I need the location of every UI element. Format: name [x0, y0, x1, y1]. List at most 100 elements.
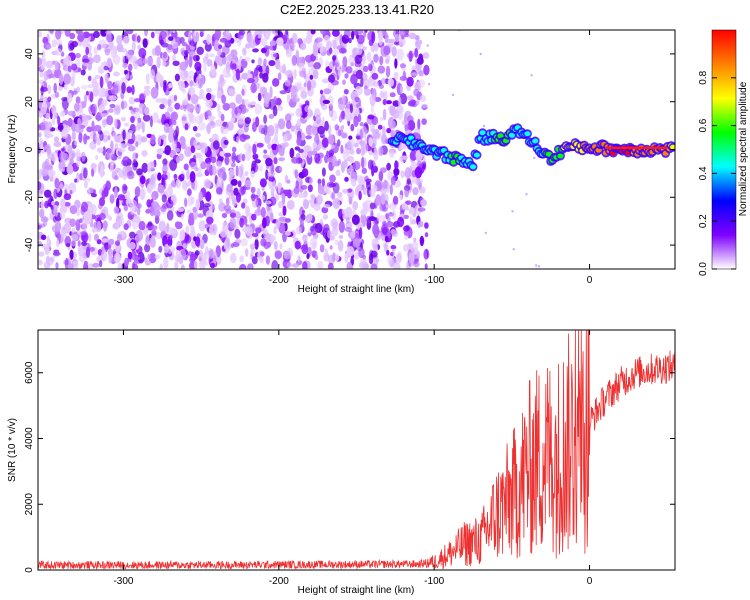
- heatmap-cell: [236, 60, 242, 69]
- heatmap-cell: [310, 226, 317, 236]
- heatmap-cell: [159, 30, 167, 40]
- heatmap-cell: [234, 228, 241, 239]
- heatmap-cell: [39, 137, 44, 150]
- heatmap-cell: [46, 257, 54, 266]
- heatmap-cell: [328, 106, 334, 118]
- heatmap-cell: [390, 245, 397, 250]
- heatmap-cell: [91, 106, 96, 115]
- heatmap-cell: [393, 262, 401, 269]
- heatmap-cell: [199, 74, 205, 86]
- heatmap-cell: [51, 39, 57, 48]
- heatmap-cell: [159, 39, 165, 46]
- heatmap-cell: [121, 55, 126, 64]
- heatmap-cell: [324, 248, 329, 256]
- heatmap-cell: [38, 169, 42, 181]
- heatmap-cell: [181, 116, 187, 121]
- heatmap-cell: [114, 118, 118, 129]
- heatmap-cell: [265, 169, 269, 181]
- heatmap-cell: [85, 46, 90, 56]
- heatmap-cell: [100, 112, 108, 118]
- heatmap-cell: [390, 252, 394, 257]
- heatmap-cell: [197, 95, 204, 100]
- heatmap-cell: [124, 122, 129, 127]
- heatmap-cell: [109, 95, 117, 101]
- heatmap-cell: [274, 250, 283, 260]
- heatmap-cell: [308, 98, 313, 103]
- heatmap-cell: [326, 49, 332, 56]
- heatmap-cell: [135, 141, 139, 148]
- heatmap-cell: [317, 260, 324, 269]
- heatmap-cell: [193, 236, 197, 242]
- heatmap-cell: [360, 76, 364, 88]
- heatmap-cell: [295, 108, 303, 118]
- heatmap-cell: [230, 162, 236, 168]
- heatmap-cell: [110, 140, 114, 152]
- heatmap-cell: [106, 148, 114, 160]
- heatmap-cell: [105, 30, 112, 35]
- heatmap-cell: [378, 84, 384, 89]
- heatmap-cell: [98, 260, 103, 268]
- heatmap-cell: [385, 58, 390, 64]
- heatmap-cell: [537, 265, 541, 268]
- heatmap-cell: [314, 253, 319, 261]
- heatmap-cell: [352, 160, 361, 171]
- heatmap-cell: [156, 56, 161, 69]
- heatmap-cell: [231, 63, 237, 69]
- heatmap-cell: [69, 190, 73, 195]
- heatmap-cell: [108, 252, 113, 264]
- heatmap-cell: [38, 190, 43, 196]
- heatmap-cell: [367, 159, 374, 170]
- heatmap-cell: [378, 37, 383, 46]
- heatmap-cell: [512, 248, 515, 251]
- heatmap-cell: [346, 261, 353, 269]
- heatmap-cell: [355, 85, 363, 96]
- heatmap-cell: [58, 168, 65, 173]
- heatmap-cell: [215, 55, 219, 64]
- heatmap-cell: [408, 252, 415, 264]
- heatmap-cell: [174, 260, 179, 269]
- heatmap-cell: [303, 145, 311, 153]
- colorbar-gradient: [711, 29, 737, 270]
- heatmap-cell: [323, 204, 331, 209]
- heatmap-cell: [422, 155, 426, 164]
- heatmap-cell: [190, 145, 196, 154]
- heatmap-cell: [290, 85, 298, 96]
- heatmap-cell: [147, 254, 151, 260]
- heatmap-cell: [75, 219, 81, 231]
- heatmap-cell: [128, 63, 133, 72]
- heatmap-cell: [117, 194, 126, 201]
- heatmap-cell: [250, 243, 256, 250]
- heatmap-cell: [76, 208, 81, 217]
- heatmap-cell: [309, 74, 314, 80]
- heatmap-cell: [296, 83, 301, 89]
- heatmap-cell: [392, 46, 397, 57]
- heatmap-cell: [210, 121, 215, 126]
- y-tick-label: -40: [24, 237, 35, 252]
- heatmap-cell: [60, 198, 66, 210]
- heatmap-cell: [285, 218, 291, 223]
- heatmap-cell: [348, 37, 352, 44]
- heatmap-cell: [381, 30, 386, 37]
- heatmap-cell: [399, 30, 408, 38]
- chart-title: C2E2.2025.233.13.41.R20: [280, 2, 434, 17]
- heatmap-cell: [306, 253, 310, 260]
- heatmap-cell: [344, 252, 349, 263]
- heatmap-cell: [342, 56, 348, 68]
- heatmap-cell: [275, 58, 281, 70]
- heatmap-cell: [78, 101, 82, 113]
- heatmap-cell: [99, 131, 104, 142]
- snr-line: [38, 330, 675, 570]
- heatmap-cell: [183, 163, 189, 171]
- heatmap-cell: [176, 156, 181, 164]
- heatmap-cell: [268, 114, 275, 119]
- y-tick-label: 2000: [24, 493, 35, 516]
- heatmap-cell: [406, 178, 411, 185]
- heatmap-cell: [91, 168, 95, 177]
- heatmap-cell: [153, 204, 161, 212]
- heatmap-cell: [235, 68, 241, 81]
- heatmap-cell: [373, 81, 379, 88]
- heatmap-cell: [356, 34, 365, 45]
- heatmap-cell: [424, 263, 428, 269]
- heatmap-cell: [168, 82, 173, 89]
